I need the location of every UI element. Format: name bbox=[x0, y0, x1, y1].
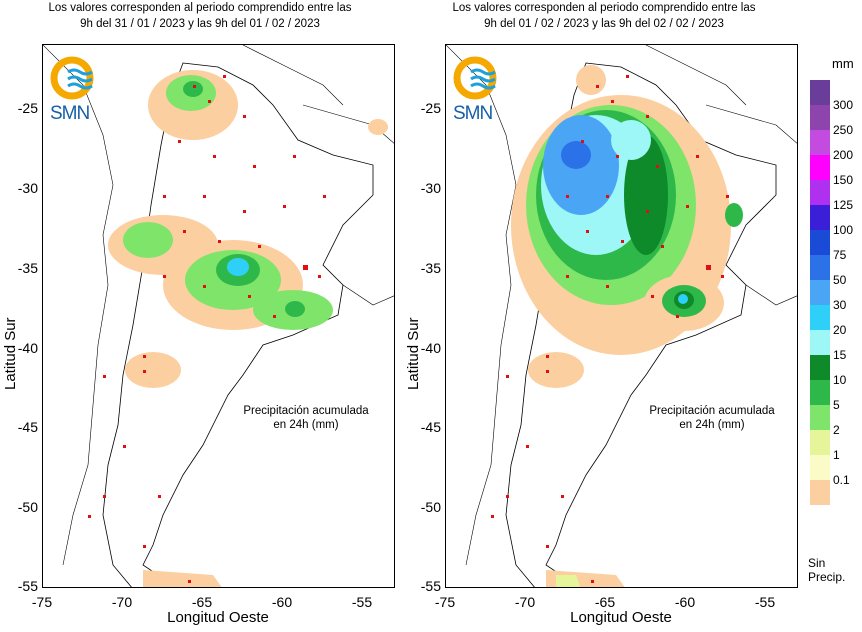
legend-swatch bbox=[810, 230, 830, 255]
xtick: -70 bbox=[514, 594, 536, 610]
legend-label: 300 bbox=[833, 98, 854, 112]
legend-swatch bbox=[810, 280, 830, 305]
legend-swatch bbox=[810, 330, 830, 355]
ytick: -35 bbox=[420, 260, 441, 276]
no-precip-line-2: Precip. bbox=[808, 570, 846, 584]
ytick: -55 bbox=[420, 578, 441, 594]
ytick: -45 bbox=[17, 419, 38, 435]
legend-label: 200 bbox=[833, 148, 854, 162]
legend-swatch bbox=[810, 205, 830, 230]
header-line-2: 9h del 01 / 02 / 2023 y las 9h del 02 / … bbox=[484, 18, 724, 30]
legend-label: 75 bbox=[833, 248, 847, 262]
legend-label: 0.1 bbox=[833, 473, 850, 487]
legend-label: 150 bbox=[833, 173, 854, 187]
map-left bbox=[42, 44, 395, 588]
xtick: -65 bbox=[191, 594, 213, 610]
map-right bbox=[445, 44, 798, 588]
legend-no-precip-label: Sin Precip. bbox=[808, 556, 845, 584]
ytick: -25 bbox=[420, 100, 441, 116]
no-precip-line-1: Sin bbox=[808, 556, 826, 570]
legend-label: 30 bbox=[833, 298, 847, 312]
note-right: Precipitación acumulada en 24h (mm) bbox=[632, 404, 792, 432]
legend-swatch bbox=[810, 405, 830, 430]
ytick: -50 bbox=[17, 499, 38, 515]
header-line-1: Los valores corresponden al periodo comp… bbox=[452, 2, 756, 14]
legend-swatch bbox=[810, 105, 830, 130]
country-outline bbox=[505, 62, 777, 587]
ylabel-right: Latitud Sur bbox=[405, 317, 422, 390]
panel-right: Los valores corresponden al periodo comp… bbox=[404, 0, 804, 632]
legend-label: 1 bbox=[833, 448, 840, 462]
legend-swatch bbox=[810, 355, 830, 380]
legend-swatch bbox=[810, 480, 830, 505]
smn-logo-text: SMN bbox=[453, 103, 493, 124]
xtick: -60 bbox=[674, 594, 696, 610]
header-line-1: Los valores corresponden al periodo comp… bbox=[48, 2, 352, 14]
map-left-svg bbox=[43, 45, 394, 587]
legend-swatch bbox=[810, 380, 830, 405]
xtick: -75 bbox=[434, 594, 456, 610]
xlabel-right: Longitud Oeste bbox=[570, 609, 672, 626]
ytick: -35 bbox=[17, 260, 38, 276]
legend-label: 20 bbox=[833, 323, 847, 337]
xtick: -75 bbox=[31, 594, 53, 610]
note-left: Precipitación acumulada en 24h (mm) bbox=[226, 404, 386, 432]
legend-label: 5 bbox=[833, 398, 840, 412]
ytick: -30 bbox=[420, 180, 441, 196]
smn-logo-text: SMN bbox=[50, 103, 90, 124]
ytick: -50 bbox=[420, 499, 441, 515]
ytick: -55 bbox=[17, 578, 38, 594]
smn-logo-left: SMN bbox=[50, 56, 110, 124]
note-line-1: Precipitación acumulada bbox=[649, 405, 775, 417]
xtick: -65 bbox=[594, 594, 616, 610]
header-line-2: 9h del 31 / 01 / 2023 y las 9h del 01 / … bbox=[80, 18, 320, 30]
smn-sun-icon bbox=[453, 56, 497, 100]
legend-unit: mm bbox=[832, 56, 854, 71]
legend-swatch bbox=[810, 80, 830, 105]
legend-label: 2 bbox=[833, 423, 840, 437]
ytick: -40 bbox=[17, 340, 38, 356]
xlabel-left: Longitud Oeste bbox=[167, 609, 269, 626]
xtick: -55 bbox=[754, 594, 776, 610]
note-line-2: en 24h (mm) bbox=[273, 419, 339, 431]
ytick: -40 bbox=[420, 340, 441, 356]
legend-label: 15 bbox=[833, 348, 847, 362]
ytick: -25 bbox=[17, 100, 38, 116]
xtick: -60 bbox=[271, 594, 293, 610]
xtick: -70 bbox=[111, 594, 133, 610]
legend-label: 100 bbox=[833, 223, 854, 237]
stations bbox=[491, 75, 729, 583]
map-right-svg bbox=[446, 45, 797, 587]
note-line-2: en 24h (mm) bbox=[679, 419, 745, 431]
neighbor-borders bbox=[446, 45, 797, 566]
panel-right-header: Los valores corresponden al periodo comp… bbox=[404, 0, 804, 32]
legend-swatch bbox=[810, 130, 830, 155]
legend-swatch bbox=[810, 305, 830, 330]
note-line-1: Precipitación acumulada bbox=[243, 405, 369, 417]
legend-colorbar bbox=[810, 80, 830, 505]
legend-swatch bbox=[810, 255, 830, 280]
ytick: -45 bbox=[420, 419, 441, 435]
legend-label: 125 bbox=[833, 198, 854, 212]
legend-swatch bbox=[810, 430, 830, 455]
legend-swatch bbox=[810, 155, 830, 180]
smn-sun-icon bbox=[50, 56, 94, 100]
ytick: -30 bbox=[17, 180, 38, 196]
ylabel-left: Latitud Sur bbox=[2, 317, 19, 390]
legend-label: 250 bbox=[833, 123, 854, 137]
precip-areas bbox=[108, 70, 388, 587]
precip-areas bbox=[511, 65, 743, 587]
legend-swatch bbox=[810, 180, 830, 205]
panel-left: Los valores corresponden al periodo comp… bbox=[0, 0, 400, 632]
legend-swatch bbox=[810, 455, 830, 480]
legend-label: 50 bbox=[833, 273, 847, 287]
xtick: -55 bbox=[351, 594, 373, 610]
smn-logo-right: SMN bbox=[453, 56, 513, 124]
legend-label: 10 bbox=[833, 373, 847, 387]
neighbor-borders bbox=[43, 45, 394, 566]
panel-left-header: Los valores corresponden al periodo comp… bbox=[0, 0, 400, 32]
stations bbox=[88, 75, 326, 583]
country-outline bbox=[102, 62, 374, 587]
